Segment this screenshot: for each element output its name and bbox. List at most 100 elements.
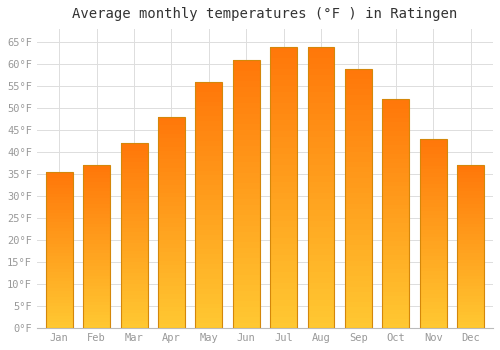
Bar [83, 224, 110, 227]
Bar [308, 80, 334, 86]
Bar [345, 100, 372, 105]
Bar [120, 254, 148, 258]
Bar [382, 209, 409, 214]
Bar [83, 198, 110, 201]
Bar [308, 52, 334, 58]
Bar [345, 110, 372, 116]
Bar [345, 178, 372, 183]
Bar [270, 255, 297, 261]
Bar [83, 292, 110, 296]
Bar [158, 193, 185, 197]
Bar [83, 306, 110, 309]
Bar [420, 268, 446, 272]
Bar [233, 248, 260, 253]
Bar [345, 276, 372, 281]
Bar [233, 237, 260, 242]
Bar [457, 250, 484, 253]
Bar [457, 270, 484, 273]
Bar [270, 227, 297, 232]
Bar [158, 184, 185, 189]
Bar [46, 278, 72, 281]
Bar [382, 264, 409, 269]
Bar [382, 305, 409, 310]
Bar [270, 176, 297, 182]
Bar [46, 244, 72, 247]
Bar [345, 240, 372, 245]
Bar [83, 211, 110, 214]
Bar [158, 126, 185, 130]
Bar [233, 307, 260, 312]
Bar [382, 310, 409, 314]
Bar [457, 240, 484, 244]
Bar [233, 317, 260, 323]
Bar [420, 139, 446, 143]
Bar [457, 309, 484, 312]
Bar [382, 177, 409, 182]
Bar [196, 146, 222, 151]
Bar [158, 180, 185, 184]
Bar [120, 321, 148, 324]
Bar [158, 320, 185, 324]
Bar [382, 205, 409, 209]
Bar [382, 301, 409, 305]
Bar [382, 282, 409, 287]
Bar [308, 227, 334, 232]
Bar [420, 272, 446, 275]
Bar [420, 154, 446, 158]
Bar [158, 202, 185, 206]
Bar [83, 289, 110, 292]
Bar [83, 201, 110, 204]
Bar [158, 316, 185, 320]
Bar [382, 314, 409, 319]
Bar [46, 200, 72, 203]
Bar [120, 229, 148, 232]
Bar [120, 195, 148, 199]
Bar [420, 188, 446, 192]
Bar [120, 276, 148, 280]
Bar [382, 173, 409, 177]
Bar [233, 92, 260, 97]
Bar [83, 234, 110, 237]
Bar [120, 191, 148, 195]
Bar [345, 313, 372, 318]
Bar [457, 257, 484, 260]
Bar [120, 169, 148, 173]
Bar [382, 255, 409, 260]
Bar [83, 309, 110, 312]
Bar [233, 290, 260, 296]
Bar [46, 210, 72, 213]
Bar [46, 228, 72, 231]
Bar [345, 302, 372, 307]
Bar [270, 126, 297, 131]
Bar [196, 279, 222, 284]
Bar [345, 245, 372, 250]
Bar [345, 281, 372, 287]
Bar [196, 151, 222, 156]
Bar [83, 175, 110, 178]
Bar [382, 292, 409, 296]
Bar [233, 323, 260, 328]
Bar [270, 108, 297, 114]
Bar [457, 166, 484, 169]
Bar [420, 321, 446, 324]
Bar [420, 256, 446, 260]
Bar [345, 173, 372, 178]
Bar [345, 167, 372, 173]
Bar [270, 114, 297, 120]
Bar [46, 188, 72, 191]
Bar [196, 244, 222, 249]
Bar [158, 134, 185, 138]
Bar [83, 250, 110, 253]
Bar [382, 278, 409, 282]
Bar [233, 178, 260, 183]
Bar [83, 195, 110, 198]
Bar [196, 294, 222, 299]
Bar [270, 199, 297, 204]
Bar [158, 324, 185, 328]
Bar [83, 231, 110, 234]
Bar [345, 74, 372, 79]
Bar [233, 280, 260, 285]
Bar [158, 197, 185, 202]
Bar [233, 76, 260, 81]
Bar [83, 273, 110, 276]
